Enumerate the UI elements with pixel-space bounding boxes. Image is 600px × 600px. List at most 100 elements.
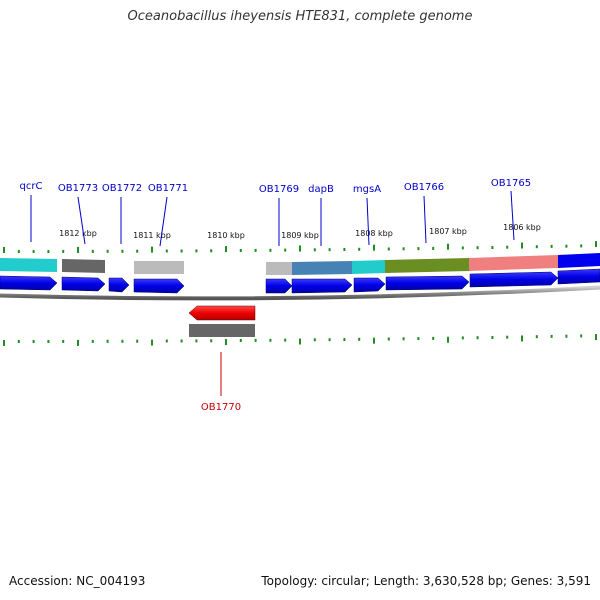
scale-tick: [151, 246, 153, 253]
scale-tick: [77, 246, 79, 253]
cog-block[interactable]: [385, 258, 469, 273]
cog-block[interactable]: [0, 258, 57, 272]
scale-label: 1806 kbp: [503, 223, 541, 232]
cog-block[interactable]: [352, 260, 385, 274]
scale-tick: [506, 245, 509, 249]
scale-tick: [269, 338, 272, 342]
scale-tick: [106, 339, 109, 343]
scale-tick: [17, 340, 20, 343]
scale-tick: [299, 338, 301, 345]
scale-tick: [225, 339, 227, 346]
cog-block[interactable]: [62, 259, 105, 273]
scale-tick: [91, 339, 94, 343]
gene-label-dapB[interactable]: dapB: [308, 184, 334, 195]
scale-tick: [373, 244, 375, 251]
scale-tick: [239, 339, 242, 342]
gene-arrow-OB1771[interactable]: [133, 278, 185, 294]
scale-tick: [491, 336, 494, 339]
outer-scale-ticks: [3, 241, 597, 253]
gene-arrow-next[interactable]: [557, 268, 600, 285]
scale-tick: [136, 339, 139, 343]
scale-tick: [32, 340, 35, 343]
scale-tick: [387, 337, 390, 341]
forward-strand-genes: [0, 268, 600, 294]
scale-tick: [195, 249, 198, 253]
scale-label: 1808 kbp: [355, 229, 393, 238]
scale-tick: [565, 334, 568, 338]
gene-arrow-dapB[interactable]: [291, 278, 353, 294]
cog-block[interactable]: [558, 253, 600, 268]
gene-arrow-mgsA[interactable]: [353, 277, 386, 293]
gene-label-OB1769[interactable]: OB1769: [259, 184, 299, 195]
gene-arrow-OB1772[interactable]: [108, 277, 130, 293]
gene-arrow-OB1766[interactable]: [385, 275, 470, 291]
scale-tick: [447, 243, 449, 250]
scale-tick: [254, 338, 257, 342]
gene-label-OB1766[interactable]: OB1766: [404, 182, 444, 193]
cog-block[interactable]: [189, 324, 255, 337]
scale-tick: [447, 336, 449, 343]
scale-tick: [580, 334, 583, 338]
scale-tick: [180, 249, 183, 253]
scale-tick: [373, 337, 375, 344]
gene-label-OB1770[interactable]: OB1770: [201, 402, 241, 413]
gene-arrow-OB1765[interactable]: [469, 271, 559, 288]
scale-tick: [210, 249, 213, 253]
gene-label-OB1772[interactable]: OB1772: [102, 183, 142, 194]
scale-label: 1810 kbp: [207, 231, 245, 240]
scale-tick: [358, 337, 361, 341]
scale-tick: [402, 337, 405, 341]
cog-block[interactable]: [292, 261, 352, 275]
scale-tick: [3, 247, 5, 253]
scale-tick: [595, 334, 597, 341]
scale-tick: [595, 241, 597, 248]
scale-tick: [432, 336, 435, 340]
gene-arrow-OB1769[interactable]: [265, 278, 293, 294]
gene-arrow-OB1773[interactable]: [61, 276, 106, 292]
scale-tick: [461, 336, 464, 340]
scale-tick: [387, 247, 390, 251]
gene-label-OB1765[interactable]: OB1765: [491, 178, 531, 189]
scale-tick: [432, 246, 435, 250]
gene-arrow-qcrC[interactable]: [0, 275, 58, 291]
gene-labels: qcrC OB1773 OB1772 OB1771 OB1769 dapB mg…: [20, 178, 532, 413]
scale-tick: [106, 249, 109, 253]
genome-backbone: [0, 285, 600, 301]
scale-tick: [343, 338, 346, 341]
gene-label-qcrC[interactable]: qcrC: [20, 181, 43, 192]
scale-tick: [210, 339, 213, 343]
accession-text: Accession: NC_004193: [9, 574, 146, 588]
scale-label: 1811 kbp: [133, 231, 171, 240]
scale-tick: [402, 247, 405, 251]
scale-tick: [313, 248, 316, 252]
scale-tick: [299, 245, 301, 252]
scale-tick: [121, 249, 124, 253]
scale-tick: [32, 250, 35, 253]
scale-tick: [254, 248, 257, 252]
gene-arrow-OB1770[interactable]: [188, 305, 256, 321]
scale-tick: [151, 339, 153, 346]
scale-tick: [47, 250, 50, 253]
scale-tick: [328, 248, 331, 252]
scale-tick: [284, 338, 287, 342]
cog-block[interactable]: [134, 261, 184, 274]
scale-tick: [136, 249, 139, 253]
scale-tick: [550, 244, 553, 248]
scale-tick: [521, 242, 523, 249]
scale-tick: [565, 244, 568, 248]
scale-tick: [91, 249, 94, 253]
scale-tick: [195, 339, 198, 343]
reverse-strand-genes: [188, 305, 256, 337]
scale-tick: [506, 335, 509, 339]
scale-tick: [77, 339, 79, 346]
scale-tick: [165, 249, 168, 253]
gene-label-OB1773[interactable]: OB1773: [58, 183, 98, 194]
cog-block[interactable]: [469, 255, 558, 271]
scale-tick: [17, 250, 20, 253]
scale-tick: [343, 248, 346, 251]
gene-label-mgsA[interactable]: mgsA: [353, 184, 381, 195]
cog-block[interactable]: [266, 262, 292, 275]
scale-tick: [476, 336, 479, 340]
gene-label-OB1771[interactable]: OB1771: [148, 183, 188, 194]
